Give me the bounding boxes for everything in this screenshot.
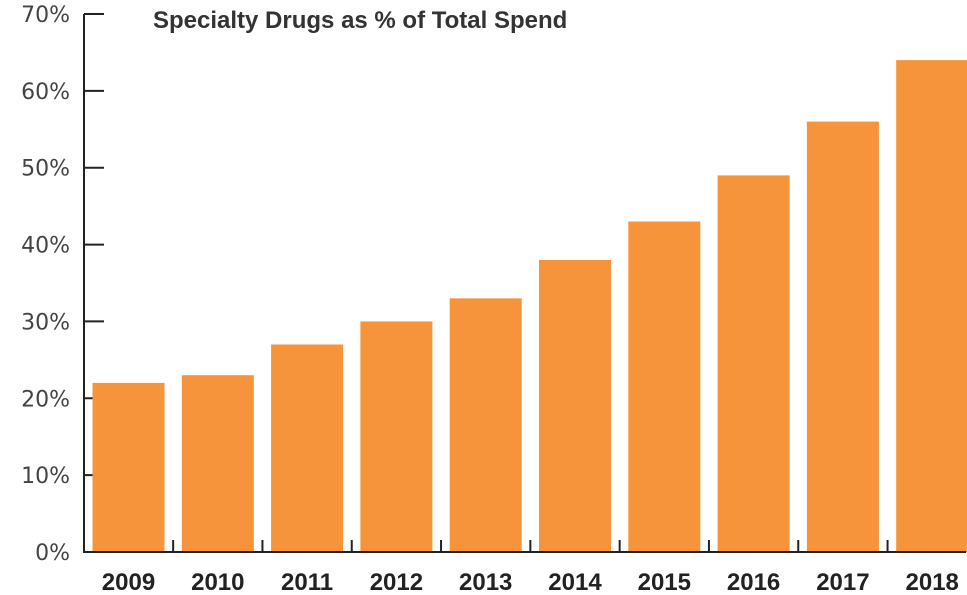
x-tick-label: 2013 [459, 569, 512, 595]
y-tick-label: 20% [21, 387, 70, 412]
x-axis [84, 540, 966, 553]
bar-2010 [181, 375, 254, 552]
x-tick-label: 2016 [727, 569, 780, 595]
bar-2015 [628, 221, 701, 552]
y-tick-label: 50% [21, 157, 70, 182]
bar-2014 [539, 259, 611, 552]
x-tick-label: 2011 [281, 569, 333, 595]
y-tick-label: 60% [21, 80, 70, 105]
x-tick-label: 2017 [816, 569, 869, 595]
bars [92, 60, 967, 552]
y-tick-label: 40% [21, 234, 70, 259]
x-tick-label: 2009 [102, 569, 155, 595]
bar-2013 [449, 298, 522, 552]
bar-2018 [896, 60, 967, 552]
y-tick-label: 10% [21, 464, 70, 489]
y-tick-label: 0% [35, 541, 70, 566]
x-tick-label: 2018 [906, 569, 959, 595]
bar-2009 [92, 382, 165, 552]
x-tick-label: 2010 [191, 569, 244, 595]
y-axis-ticks: 0% 10% 20% 30% 40% 50% 60% 70% [21, 3, 104, 566]
bar-2012 [360, 321, 433, 552]
x-tick-label: 2014 [548, 569, 602, 595]
bar-2016 [717, 175, 790, 552]
y-tick-label: 30% [21, 310, 70, 335]
bar-2017 [806, 121, 879, 552]
x-tick-label: 2012 [370, 569, 423, 595]
bar-2011 [271, 344, 344, 552]
chart-title: Specialty Drugs as % of Total Spend [153, 7, 567, 34]
y-tick-label: 70% [21, 3, 70, 28]
x-tick-label: 2015 [638, 569, 691, 595]
x-axis-labels: 2009 2010 2011 2012 2013 2014 2015 2016 2017 2018 [102, 569, 959, 595]
